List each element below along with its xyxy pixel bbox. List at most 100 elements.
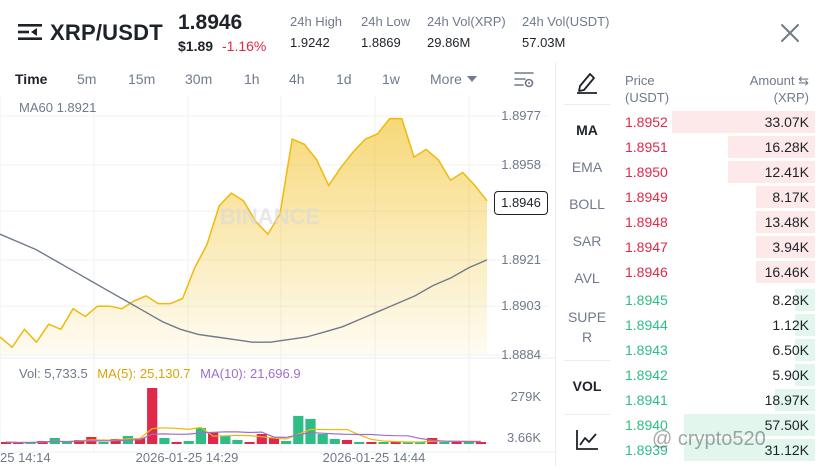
volume-bar [463,442,474,444]
chevron-down-icon [466,76,477,82]
ask-row[interactable]: 1.8950 12.41K [617,160,815,184]
ma60-line [0,233,488,343]
ask-row[interactable]: 1.8951 16.28K [617,135,815,159]
bid-row[interactable]: 1.8945 8.28K [617,288,815,312]
usd-price: $1.89 [178,38,214,54]
order-amount: 33.07K [764,114,809,130]
bid-row[interactable]: 1.8944 1.12K [617,313,815,337]
volume-bar [195,427,206,444]
current-price-tag: 1.8946 [494,191,548,215]
price-header: Price (USDT) [625,73,670,105]
indicator-vol[interactable]: VOL [572,378,602,394]
price-tick-label: 1.8921 [501,252,541,267]
volume-bar [159,438,170,444]
indicator-ma[interactable]: MA [576,122,598,138]
stat-24h-low: 24h Low 1.8869 [361,14,410,50]
volume-bar [183,441,194,444]
stat-24h-vol-usdt: 24h Vol(USDT) 57.03M [522,14,609,50]
volume-ma10-line [6,431,481,444]
tab-time[interactable]: Time [15,71,48,87]
stat-value: 1.8869 [361,35,401,50]
tab-4h[interactable]: 4h [289,71,305,87]
tab-more[interactable]: More [430,71,477,87]
tab-15m[interactable]: 15m [128,71,156,87]
volume-bar [402,442,413,444]
bid-row[interactable]: 1.8941 18.97K [617,388,815,412]
tab-5m[interactable]: 5m [77,71,97,87]
ask-row[interactable]: 1.8948 13.48K [617,210,815,234]
order-price: 1.8949 [625,189,668,205]
time-axis-label: 2026-01-25 14:29 [136,450,239,465]
ask-row[interactable]: 1.8949 8.17K [617,185,815,209]
order-price: 1.8952 [625,114,668,130]
line-chart-icon[interactable] [575,429,599,451]
depth-bar [672,111,815,133]
volume-bar [61,442,73,444]
stat-value: 1.9242 [290,35,330,50]
order-price: 1.8944 [625,317,668,333]
tab-more-label: More [430,71,462,87]
indicator-sar[interactable]: SAR [572,233,602,249]
order-price: 1.8945 [625,292,668,308]
indicator-ema[interactable]: EMA [571,159,603,175]
depth-bar [727,136,815,158]
indicator-boll[interactable]: BOLL [569,196,605,212]
indicator-super[interactable]: SUPE R [567,309,607,345]
volume-bar [390,442,401,444]
volume-bar [98,442,109,444]
stat-24h-vol-xrp: 24h Vol(XRP) 29.86M [427,14,506,50]
tab-1h[interactable]: 1h [244,71,260,87]
volume-bar [341,440,353,444]
depth-bar [795,314,815,336]
volume-bar [439,442,450,444]
price-tick-label: 1.8903 [501,298,541,313]
volume-bar [220,436,231,444]
volume-bar [305,418,316,444]
depth-bar [795,364,815,386]
depth-bar [795,339,815,361]
watermark-text: @ crypto520 [652,428,766,450]
indicator-avl[interactable]: AVL [574,270,600,286]
divider [564,104,610,105]
ma60-legend: MA60 1.8921 [19,100,97,115]
ask-row[interactable]: 1.8947 3.94K [617,235,815,259]
stat-label: 24h Low [361,14,411,29]
volume-bar [147,388,158,444]
stat-value: 57.03M [522,35,566,50]
axis-ticks: 1.89771.89581.89401.89211.89031.8884279K… [0,108,541,465]
volume-bar [378,442,389,444]
pencil-draw-icon[interactable] [576,70,598,94]
ask-row[interactable]: 1.8952 33.07K [617,110,815,134]
vol-value: Vol: 5,733.5 [19,366,88,381]
depth-bar [755,261,815,283]
trading-pair[interactable]: XRP/USDT [50,20,163,45]
depth-bar [775,389,815,411]
ask-row[interactable]: 1.8946 16.46K [617,260,815,284]
volume-bar [268,438,280,444]
depth-bar [755,211,815,233]
tab-30m[interactable]: 30m [185,71,213,87]
amount-header[interactable]: Amount ⇆ (XRP) [749,73,809,105]
divider [564,414,610,415]
chart-settings-icon[interactable] [514,70,534,88]
volume-bar [281,441,292,444]
order-price: 1.8946 [625,264,668,280]
volume-bar [354,442,365,444]
close-icon[interactable] [779,22,801,44]
bid-row[interactable]: 1.8943 6.50K [617,338,815,362]
price-tick-label: 1.8884 [501,347,541,362]
depth-bar [684,414,815,436]
bid-row[interactable]: 1.8942 5.90K [617,363,815,387]
price-chart[interactable]: 1.89771.89581.89401.89211.89031.8884279K… [0,96,555,466]
menu-icon[interactable] [18,22,42,42]
ticker-header: XRP/USDT 1.8946 $1.89 -1.16% 24h High 1.… [0,0,829,62]
price-area-fill [0,118,487,355]
tab-1w[interactable]: 1w [382,71,400,87]
price-line [0,117,488,349]
stat-label: 24h Vol(XRP) [427,14,506,29]
volume-bar [171,442,182,444]
bid-row[interactable]: 1.8940 57.50K [617,413,815,437]
tab-1d[interactable]: 1d [336,71,352,87]
price-tick-label: 1.8958 [501,157,541,172]
bid-row[interactable]: 1.8939 31.12K [617,438,815,462]
